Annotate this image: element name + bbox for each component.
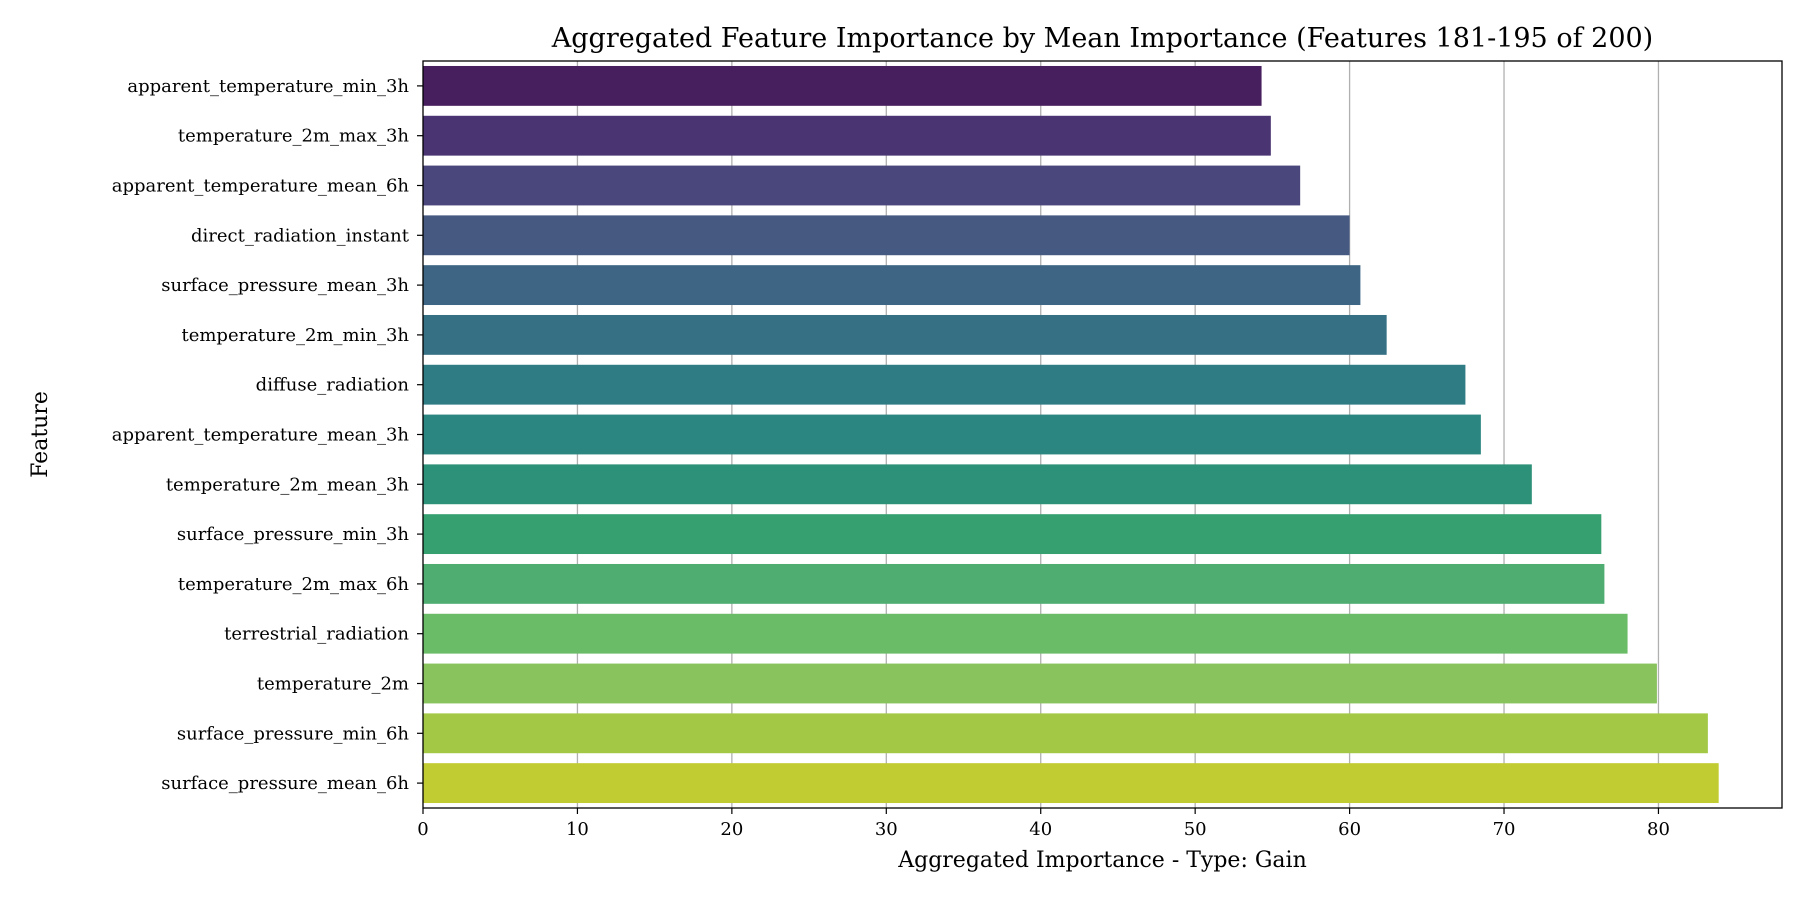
bar bbox=[423, 563, 1605, 604]
y-tick-label: surface_pressure_mean_6h bbox=[161, 773, 409, 794]
y-tick-label: apparent_temperature_mean_6h bbox=[112, 176, 410, 197]
bar bbox=[423, 763, 1719, 804]
y-tick-label: terrestrial_radiation bbox=[224, 624, 409, 645]
x-tick-label: 40 bbox=[1029, 819, 1052, 840]
bar bbox=[423, 464, 1532, 505]
y-tick-label: surface_pressure_mean_3h bbox=[161, 275, 409, 296]
plot-frame bbox=[422, 60, 1783, 809]
x-tick-label: 80 bbox=[1647, 819, 1670, 840]
y-tick-label: diffuse_radiation bbox=[256, 375, 410, 396]
y-tick-label: surface_pressure_min_3h bbox=[177, 524, 410, 545]
y-tick-label: apparent_temperature_min_3h bbox=[127, 76, 409, 97]
x-axis-label: Aggregated Importance - Type: Gain bbox=[897, 848, 1307, 873]
x-tick-label: 50 bbox=[1184, 819, 1207, 840]
bar bbox=[423, 514, 1602, 555]
x-tick-label: 20 bbox=[720, 819, 743, 840]
bar bbox=[423, 165, 1301, 206]
chart-title: Aggregated Feature Importance by Mean Im… bbox=[551, 23, 1653, 54]
y-tick-label: temperature_2m_max_3h bbox=[178, 126, 409, 147]
bar bbox=[423, 115, 1271, 156]
bar bbox=[423, 265, 1361, 306]
y-tick-label: temperature_2m bbox=[257, 674, 409, 695]
bar bbox=[423, 663, 1657, 704]
y-tick-label: temperature_2m_mean_3h bbox=[166, 474, 410, 495]
bar bbox=[423, 314, 1387, 355]
bar bbox=[423, 364, 1466, 405]
bar bbox=[423, 613, 1628, 654]
y-tick-label: temperature_2m_max_6h bbox=[178, 574, 409, 595]
bar bbox=[423, 713, 1708, 754]
bar bbox=[423, 414, 1481, 455]
x-tick-label: 70 bbox=[1493, 819, 1516, 840]
category-labels: apparent_temperature_min_3h temperature_2… bbox=[112, 76, 423, 794]
x-tick-label: 0 bbox=[417, 819, 428, 840]
y-tick-label: surface_pressure_min_6h bbox=[177, 723, 410, 744]
bar bbox=[423, 65, 1262, 106]
y-tick-label: direct_radiation_instant bbox=[191, 225, 410, 246]
x-tick-label: 10 bbox=[566, 819, 589, 840]
y-axis-label: Feature bbox=[28, 391, 53, 478]
axis-ticks: 0 10 20 30 40 50 60 70 80 bbox=[417, 808, 1670, 840]
bars bbox=[423, 65, 1719, 804]
y-tick-label: apparent_temperature_mean_3h bbox=[112, 425, 410, 446]
bar bbox=[423, 215, 1350, 256]
x-tick-label: 30 bbox=[875, 819, 898, 840]
y-tick-label: temperature_2m_min_3h bbox=[181, 325, 409, 346]
x-tick-label: 60 bbox=[1338, 819, 1361, 840]
